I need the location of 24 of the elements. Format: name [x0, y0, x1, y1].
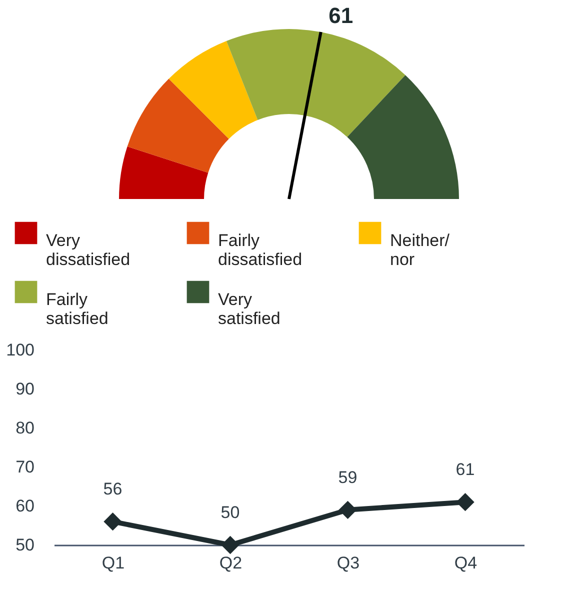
y-tick-label: 80 — [16, 418, 34, 438]
point — [104, 512, 122, 531]
y-tick-label: 90 — [16, 380, 34, 398]
legend-label: Neither/ nor — [390, 231, 450, 269]
data-label: 61 — [456, 460, 475, 480]
y-tick-label: 50 — [16, 536, 34, 554]
legend-label: Fairly satisfied — [46, 290, 108, 328]
point — [221, 536, 240, 554]
point — [456, 493, 474, 512]
data-label: 59 — [338, 468, 358, 487]
y-tick-label: 60 — [16, 496, 34, 516]
data-label: 50 — [220, 503, 240, 522]
legend-label: Very satisfied — [218, 290, 280, 328]
legend-label: Very dissatisfied — [46, 231, 130, 269]
x-tick-label: Q1 — [102, 554, 125, 572]
x-tick-label: Q2 — [219, 554, 242, 572]
legend-label: Fairly dissatisfied — [218, 231, 302, 269]
x-tick-label: Q4 — [454, 554, 478, 572]
y-tick-label: 100 — [6, 340, 34, 360]
data-label: 56 — [103, 480, 122, 499]
y-tick-label: 70 — [16, 458, 34, 476]
x-tick-label: Q3 — [336, 554, 360, 572]
point — [338, 500, 357, 519]
text: 61 — [328, 3, 354, 28]
